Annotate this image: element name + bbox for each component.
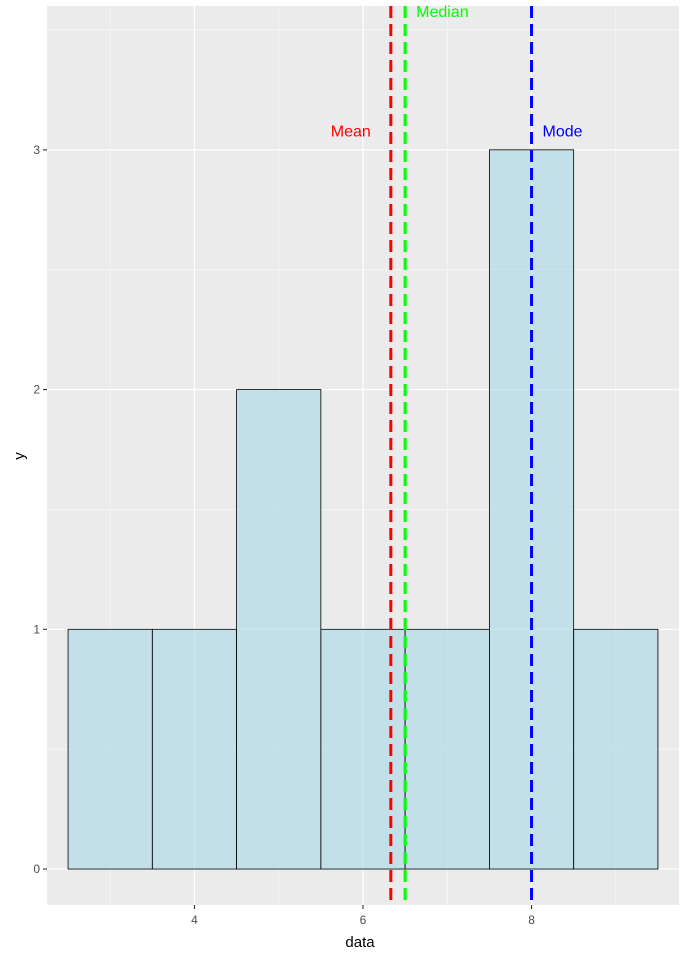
reference-labels: Mean Median Mode	[331, 4, 583, 141]
axes: 4 6 8 0 1 2 3	[33, 143, 535, 927]
y-axis-title: y	[11, 452, 28, 460]
x-tick-label: 8	[528, 913, 535, 927]
x-tick-label: 6	[360, 913, 367, 927]
histogram-bar	[67, 628, 153, 870]
histogram-bar	[573, 628, 659, 870]
x-axis-title: data	[345, 934, 375, 951]
histogram-bar	[320, 628, 406, 870]
y-tick-label: 3	[33, 143, 40, 157]
y-tick-label: 0	[33, 862, 40, 876]
histogram-bar	[236, 389, 322, 870]
y-tick-label: 1	[33, 622, 40, 636]
reference-label-median: Median	[416, 4, 468, 21]
histogram-bar	[151, 628, 237, 870]
reference-label-mean: Mean	[331, 124, 371, 141]
x-tick-label: 4	[191, 913, 198, 927]
reference-label-mode: Mode	[543, 124, 583, 141]
histogram-bar	[488, 149, 575, 870]
y-tick-label: 2	[33, 383, 40, 397]
reference-lines	[389, 6, 534, 905]
histogram-bar	[404, 628, 490, 870]
